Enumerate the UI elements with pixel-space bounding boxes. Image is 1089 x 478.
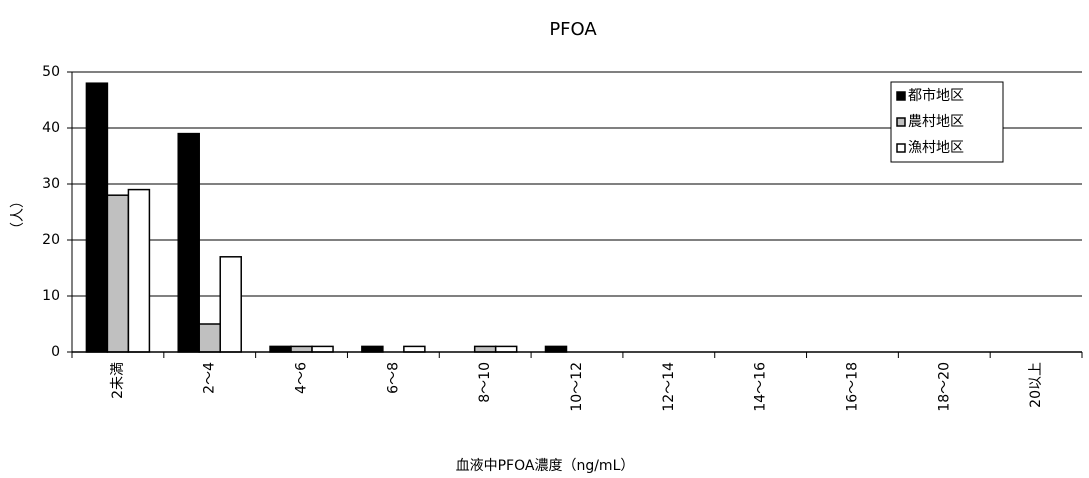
x-tick-label: 20以上 — [1028, 362, 1044, 408]
x-tick-label: 14～16 — [753, 362, 769, 412]
bar — [198, 323, 221, 353]
chart-title: PFOA — [549, 19, 597, 40]
x-tick-label: 6～8 — [385, 362, 401, 394]
x-axis-label: 血液中PFOA濃度（ng/mL） — [456, 458, 635, 474]
bar — [311, 345, 334, 353]
bar — [544, 345, 568, 353]
bar — [473, 345, 497, 353]
y-tick-label: 40 — [42, 120, 60, 136]
bar — [290, 345, 313, 353]
bar — [269, 345, 292, 353]
y-tick-label: 10 — [42, 288, 60, 304]
legend-box — [890, 81, 1004, 163]
bar — [127, 188, 151, 353]
y-tick-label: 30 — [42, 176, 60, 192]
bar — [219, 256, 242, 353]
y-tick-label: 50 — [42, 64, 60, 80]
x-tick-label: 8～10 — [477, 362, 493, 403]
x-tick-label: 10～12 — [569, 362, 585, 412]
bar — [177, 132, 200, 353]
x-tick-label: 18～20 — [936, 362, 952, 412]
x-tick-label: 2未満 — [110, 362, 126, 399]
x-tick-label: 4～6 — [294, 362, 310, 394]
x-tick-label: 16～18 — [844, 362, 860, 412]
legend-marker — [896, 117, 906, 127]
y-axis-label: （人） — [10, 194, 26, 236]
bar — [106, 194, 130, 353]
legend-label: 都市地区 — [908, 87, 964, 104]
bar — [494, 345, 518, 353]
y-tick-label: 20 — [42, 232, 60, 248]
legend-label: 漁村地区 — [908, 140, 964, 156]
legend-marker — [896, 91, 906, 101]
bar — [403, 345, 426, 353]
x-tick-label: 12～14 — [661, 362, 677, 412]
legend-label: 農村地区 — [908, 114, 964, 130]
legend-marker — [896, 143, 906, 153]
bar — [361, 345, 384, 353]
bar — [85, 82, 109, 353]
x-tick-label: 2～4 — [202, 362, 218, 394]
y-tick-label: 0 — [51, 344, 60, 360]
